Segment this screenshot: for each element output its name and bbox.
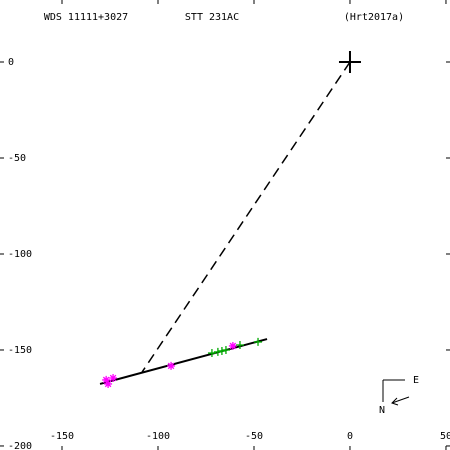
star-point xyxy=(228,341,237,350)
motion-arrow xyxy=(391,396,410,404)
x-tick-label: -50 xyxy=(245,431,263,442)
star-point xyxy=(109,374,118,383)
plus-point xyxy=(254,337,263,346)
chart-subtitle: STT 231AC xyxy=(185,12,239,23)
x-tick-label: 50 xyxy=(440,431,450,442)
primary-star xyxy=(338,51,361,74)
node-line xyxy=(141,61,351,373)
chart-title: WDS 11111+3027 xyxy=(44,12,128,23)
y-tick-label: 0 xyxy=(8,57,14,68)
y-tick-label: -50 xyxy=(8,153,26,164)
y-tick-label: -200 xyxy=(8,441,32,450)
compass-east: E xyxy=(413,375,419,386)
reference: (Hrt2017a) xyxy=(344,12,404,23)
x-tick-label: 0 xyxy=(347,431,353,442)
star-point xyxy=(104,379,113,388)
x-tick-label: -150 xyxy=(50,431,74,442)
star-point xyxy=(167,361,176,370)
star-point xyxy=(102,375,111,384)
plus-point xyxy=(235,340,244,349)
y-tick-label: -150 xyxy=(8,345,32,356)
y-tick-label: -100 xyxy=(8,249,32,260)
plus-point xyxy=(217,346,226,355)
motion-arrow-head xyxy=(391,397,399,406)
plus-point xyxy=(213,347,222,356)
compass xyxy=(382,379,410,406)
x-tick-label: -100 xyxy=(146,431,170,442)
plus-point xyxy=(207,349,216,358)
compass-north: N xyxy=(379,405,385,416)
plus-point xyxy=(221,345,230,354)
fit-line xyxy=(99,338,268,385)
